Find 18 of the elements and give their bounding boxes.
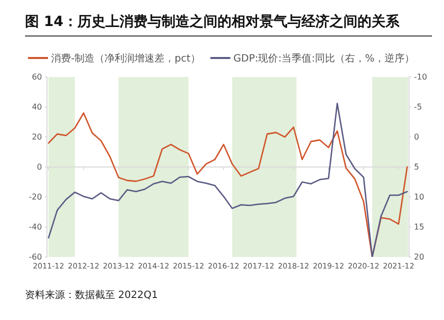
y-tick-label: -60: [28, 252, 42, 262]
y-tick-label: 20: [32, 132, 42, 142]
y2-tick-label: 20: [414, 252, 424, 262]
chart-title: 图 14：历史上消费与制造之间的相对景气与经济之间的关系: [25, 13, 400, 30]
y2-tick-label: 0: [414, 132, 420, 142]
y2-tick-label: -5: [414, 102, 422, 112]
legend-label: 消费-制造（净利润增速差，pct）: [51, 52, 200, 64]
y-tick-label: -40: [28, 222, 42, 232]
y2-tick-label: 5: [414, 162, 420, 172]
y2-tick-label: 10: [414, 192, 424, 202]
y-tick-label: 40: [32, 102, 42, 112]
legend-label: GDP:现价:当季值:同比（右，%，逆序）: [233, 52, 414, 64]
y2-tick-label: -10: [414, 72, 428, 82]
y-tick-label: 60: [32, 72, 42, 82]
y-tick-label: -20: [28, 192, 42, 202]
y2-tick-label: 15: [414, 222, 424, 232]
text: 资料来源：数据截至 2022Q1: [25, 289, 158, 301]
y-tick-label: 0: [36, 162, 42, 172]
